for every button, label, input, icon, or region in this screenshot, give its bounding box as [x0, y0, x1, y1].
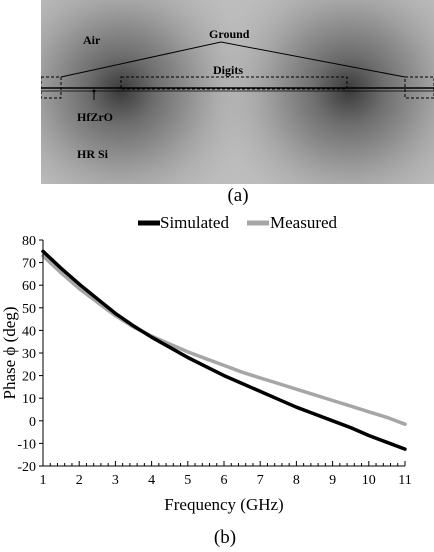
x-tick-label: 10 [362, 473, 376, 488]
caption-b: (b) [213, 527, 237, 548]
label-digits: Digits [213, 63, 243, 77]
x-tick-label: 2 [76, 473, 83, 488]
label-hr-si: HR Si [77, 147, 109, 161]
y-axis-title: Phase ϕ (deg) [0, 307, 19, 400]
label-air: Air [83, 33, 101, 47]
x-axis-title: Frequency (GHz) [164, 495, 283, 514]
legend-label-measured: Measured [270, 213, 338, 232]
y-tick-label: 20 [22, 370, 36, 385]
legend-entry-simulated: Simulated [138, 213, 229, 232]
y-tick-label: 80 [22, 236, 36, 249]
series-line-simulated [41, 249, 407, 451]
y-tick-label: 30 [22, 347, 36, 362]
field-simulation-image: Air Ground Digits HfZrO HR Si [41, 0, 434, 184]
chart-legend: Simulated Measured [138, 213, 338, 232]
y-tick-label: 40 [22, 324, 36, 339]
caption-a: (a) [227, 185, 249, 206]
legend-entry-measured: Measured [247, 213, 338, 232]
y-tick-label: 0 [29, 415, 36, 430]
x-tick-label: 11 [398, 473, 411, 488]
x-tick-label: 9 [329, 473, 336, 488]
label-hfzro: HfZrO [77, 110, 113, 124]
x-tick-label: 1 [40, 473, 47, 488]
phase-chart: -20 -10 0 10 20 30 40 50 60 70 80 1 2 3 4 5 6 7 8 9 10 11 Fr… [0, 236, 412, 514]
y-tick-label: -20 [17, 460, 36, 475]
x-tick-label: 6 [221, 473, 228, 488]
x-tick-label: 5 [184, 473, 191, 488]
x-tick-label: 3 [112, 473, 119, 488]
x-tick-label: 8 [293, 473, 300, 488]
series-line-measured [41, 254, 407, 426]
y-tick-label: 70 [22, 257, 36, 272]
y-tick-label: 60 [22, 279, 36, 294]
x-tick-label: 4 [148, 473, 155, 488]
y-tick-label: 10 [22, 392, 36, 407]
x-tick-label: 7 [257, 473, 264, 488]
label-ground: Ground [209, 27, 250, 41]
y-tick-label: -10 [17, 437, 36, 452]
y-tick-label: 50 [22, 302, 36, 317]
legend-label-simulated: Simulated [160, 213, 229, 232]
